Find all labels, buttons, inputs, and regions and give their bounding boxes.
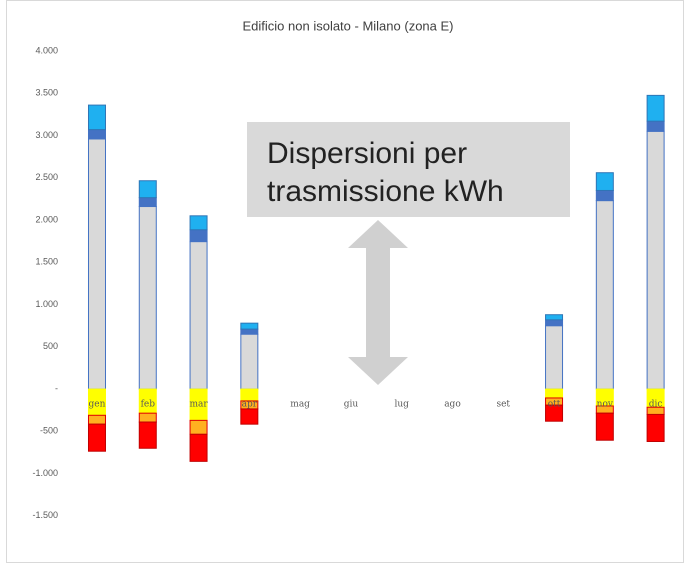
y-tick-label: -1.500: [32, 510, 58, 520]
bar-segment: [240, 322, 259, 330]
bar-segment: [595, 200, 614, 390]
bar-segment: [646, 94, 665, 122]
chart-frame: [6, 0, 684, 563]
y-tick-label: -: [55, 383, 58, 393]
y-tick-label: 1.000: [35, 299, 58, 309]
bar-segment: [646, 120, 665, 132]
y-tick-label: 4.000: [35, 45, 58, 55]
bar-segment: [138, 421, 157, 449]
x-tick-label: dic: [649, 400, 663, 410]
bar-segment: [189, 433, 208, 462]
bar-segment: [189, 419, 208, 435]
y-tick-label: 3.000: [35, 130, 58, 140]
y-tick-label: 2.000: [35, 214, 58, 224]
annotation-line: Dispersioni per: [267, 137, 467, 170]
bar-segment: [87, 423, 106, 452]
bar-segment: [595, 172, 614, 191]
y-tick-label: 2.500: [35, 172, 58, 182]
bar-segment: [189, 215, 208, 231]
bar-segment: [595, 189, 614, 202]
y-tick-label: 500: [43, 341, 58, 351]
x-tick-label: ott: [548, 400, 561, 410]
x-tick-label: lug: [394, 400, 409, 410]
x-tick-label: feb: [141, 400, 156, 410]
bar-segment: [87, 129, 106, 140]
bar-segment: [138, 197, 157, 208]
bar-segment: [138, 206, 157, 390]
x-tick-label: giu: [344, 400, 359, 410]
bar-segment: [545, 325, 564, 390]
x-tick-label: nov: [597, 400, 614, 410]
annotation-box: [247, 122, 570, 217]
bar-segment: [240, 328, 259, 335]
annotation-line: trasmissione kWh: [267, 175, 504, 208]
y-tick-label: 3.500: [35, 88, 58, 98]
plot: 4.000 3.500 3.000 2.500 2.000 1.500 1.000 500 - -…: [32, 45, 665, 520]
x-tick-label: set: [496, 400, 510, 410]
bar-segment: [87, 104, 106, 131]
bar-segment: [545, 314, 564, 321]
x-tick-label: mar: [189, 400, 208, 410]
x-tick-label: gen: [89, 400, 106, 410]
bar-segment: [189, 241, 208, 390]
bar-segment: [545, 388, 564, 399]
bar-segment: [545, 404, 564, 422]
y-tick-label: 1.500: [35, 257, 58, 267]
y-tick-label: -500: [40, 426, 58, 436]
bar-segment: [646, 413, 665, 442]
x-tick-label: apr: [242, 400, 258, 410]
bar-segment: [87, 414, 106, 425]
bar-segment: [87, 138, 106, 390]
x-tick-label: mag: [290, 400, 310, 410]
x-tick-label: ago: [444, 400, 461, 410]
bar-segment: [240, 333, 259, 390]
bar-segment: [138, 180, 157, 199]
bar-segment: [189, 229, 208, 243]
chart-title: Edificio non isolato - Milano (zona E): [243, 18, 454, 33]
bar-segment: [646, 130, 665, 390]
y-tick-label: -1.000: [32, 468, 58, 478]
bar-segment: [595, 412, 614, 441]
double-arrow: [348, 220, 408, 385]
bar-segment: [545, 319, 564, 327]
bar-segment: [138, 412, 157, 423]
bar-segment: [240, 408, 259, 425]
